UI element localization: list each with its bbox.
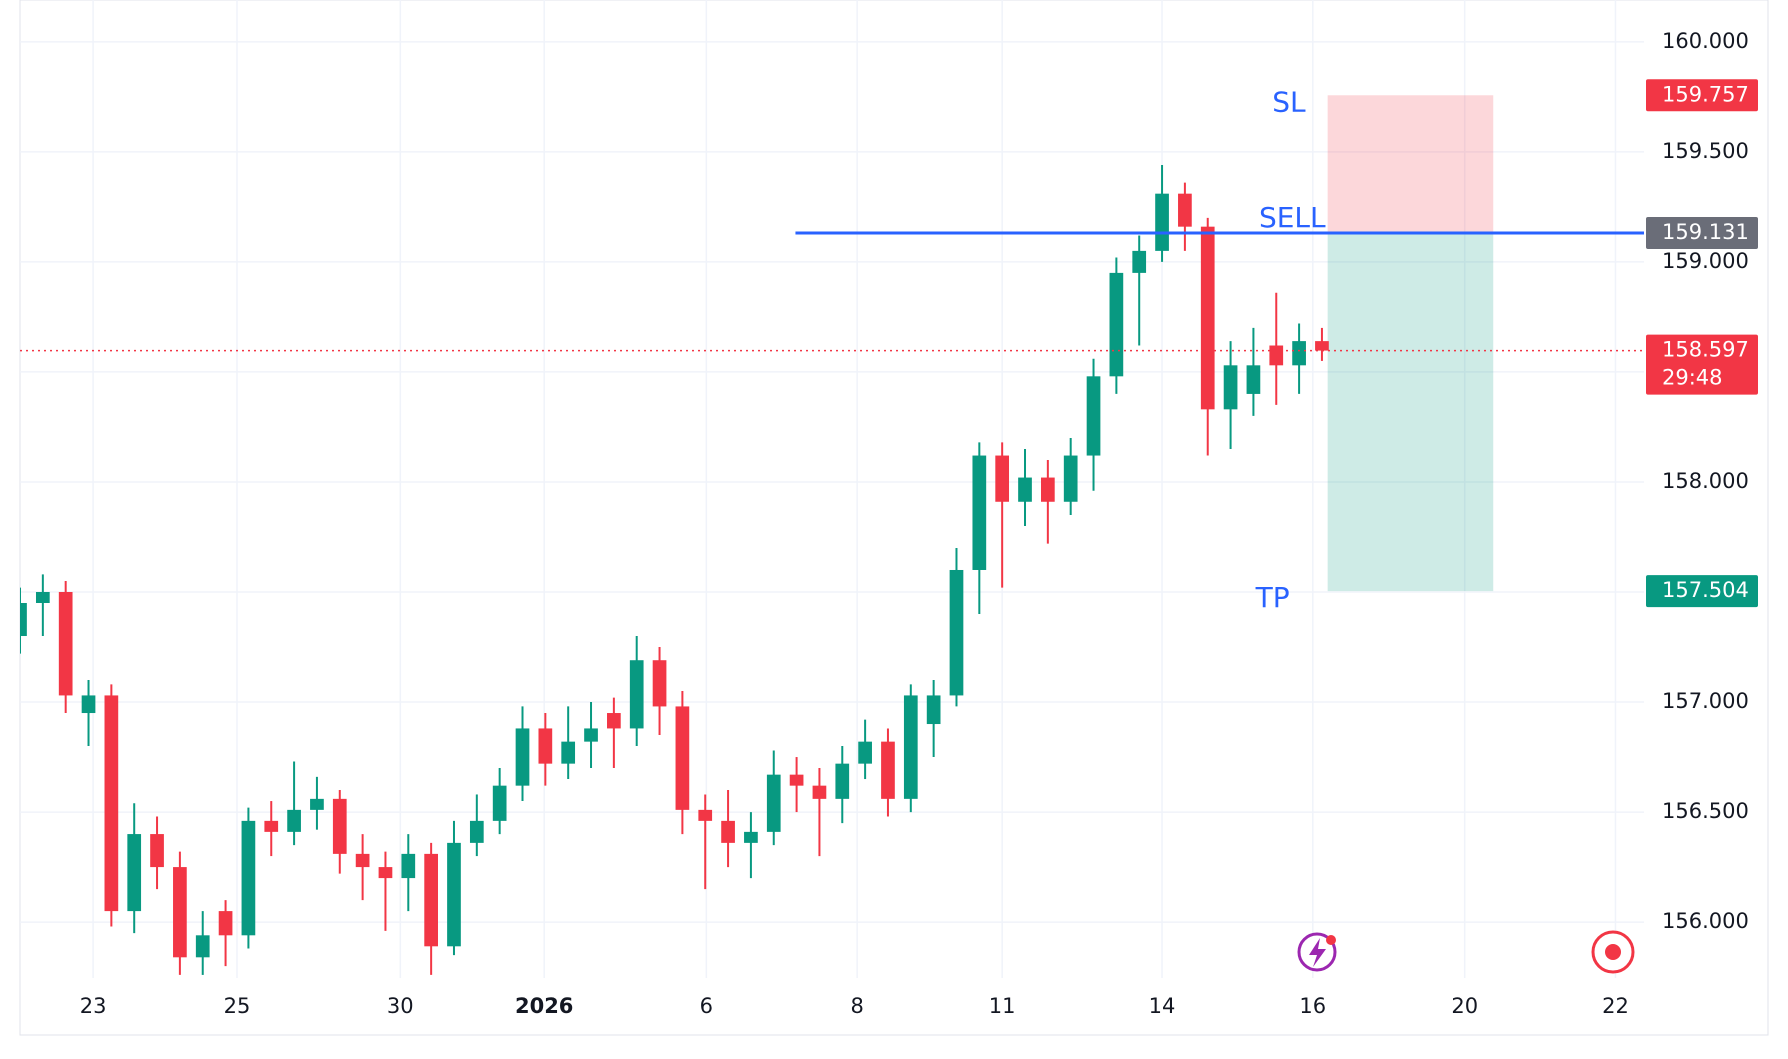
candle-body [881, 741, 895, 799]
candle-body [195, 935, 210, 958]
entry-price-tag: 159.131 [1662, 220, 1749, 244]
candle-body [81, 695, 96, 714]
candle-body [447, 842, 461, 947]
candle-body [561, 741, 576, 764]
x-tick-label: 30 [387, 994, 414, 1018]
candle-body [1155, 193, 1169, 251]
candle-body [721, 820, 735, 843]
candle-body [584, 728, 598, 742]
candle-body [332, 798, 347, 854]
candle-body [972, 455, 987, 570]
candle-body [150, 834, 164, 868]
y-tick-label: 157.000 [1662, 689, 1749, 713]
x-tick-label: 2026 [515, 994, 573, 1018]
candle-body [287, 809, 301, 832]
candle-body [1269, 345, 1284, 366]
stop-price-tag: 159.757 [1662, 82, 1749, 106]
candle-body [20, 602, 27, 637]
candle-body [355, 853, 370, 868]
x-tick-label: 23 [80, 994, 107, 1018]
candle-body [1200, 226, 1215, 410]
candle-body [104, 695, 119, 912]
chart-frame [19, 0, 1769, 1036]
countdown: 29:48 [1662, 366, 1723, 390]
candle-body [127, 834, 142, 912]
x-tick-label: 14 [1149, 994, 1176, 1018]
stop-price-tag-bg [1646, 79, 1758, 112]
stop-annotation: SL [1272, 85, 1306, 118]
candle-body [1246, 365, 1261, 394]
candle-body [1063, 455, 1078, 502]
candle-body [1109, 272, 1124, 377]
candle-body [949, 569, 964, 696]
entry-price-tag-bg [1646, 217, 1758, 250]
candle-body [310, 798, 324, 810]
candle-body [1315, 341, 1329, 351]
x-tick-label: 25 [224, 994, 251, 1018]
candle-body [1040, 477, 1055, 502]
x-tick-label: 11 [989, 994, 1016, 1018]
x-tick-label: 8 [850, 994, 863, 1018]
axes: 156.000156.500157.000157.500158.000158.5… [80, 29, 1758, 1018]
record-icon[interactable] [1591, 930, 1635, 974]
candle-body [835, 763, 850, 799]
x-tick-label: 16 [1299, 994, 1326, 1018]
candle-body [926, 695, 941, 725]
candle-body [378, 867, 393, 879]
candle-body [652, 660, 667, 707]
candle-body [789, 774, 804, 786]
candle-body [515, 728, 530, 786]
candle-body [675, 706, 690, 810]
y-tick-label: 159.500 [1662, 139, 1749, 163]
candle-body [744, 831, 758, 843]
target-price-tag: 157.504 [1662, 578, 1749, 602]
last-price-tag: 158.597 [1662, 338, 1749, 362]
candle-body [903, 695, 918, 799]
candle-body [607, 713, 621, 729]
y-tick-label: 156.500 [1662, 799, 1749, 823]
candle-body [492, 785, 507, 821]
candle-body [218, 911, 233, 936]
target-price-tag-bg [1646, 575, 1758, 608]
candle-body [698, 809, 713, 821]
target-zone [1327, 233, 1494, 592]
y-tick-label: 159.000 [1662, 249, 1749, 273]
target-annotation: TP [1255, 581, 1290, 614]
candle-body [995, 455, 1010, 502]
candle-body [1132, 250, 1147, 273]
candle-body [58, 591, 73, 696]
candle-body [469, 820, 484, 843]
lightning-icon[interactable] [1297, 932, 1337, 972]
candle-body [241, 820, 256, 936]
y-tick-label: 160.000 [1662, 29, 1749, 53]
candle-body [1086, 376, 1101, 456]
candle-body [766, 774, 781, 832]
candle-body [1178, 193, 1192, 227]
entry-annotation: SELL [1259, 201, 1326, 234]
x-tick-label: 20 [1451, 994, 1478, 1018]
candle-body [173, 867, 187, 958]
candle-body [812, 785, 827, 799]
plot-pane [20, 95, 1644, 975]
y-tick-label: 156.000 [1662, 909, 1749, 933]
candle-body [401, 853, 416, 879]
candle-body [1018, 477, 1032, 502]
candle-body [629, 660, 644, 729]
candle-body [1223, 365, 1238, 410]
x-tick-label: 22 [1602, 994, 1629, 1018]
candle-body [264, 820, 279, 832]
candle-body [424, 853, 438, 947]
candle-body [1292, 341, 1306, 366]
y-tick-label: 158.000 [1662, 469, 1749, 493]
candle-body [35, 591, 50, 603]
candle-body [538, 728, 553, 764]
x-tick-label: 6 [700, 994, 713, 1018]
stop-zone [1327, 95, 1494, 234]
last-price-tag-bg [1646, 334, 1758, 395]
candle-body [858, 741, 872, 764]
